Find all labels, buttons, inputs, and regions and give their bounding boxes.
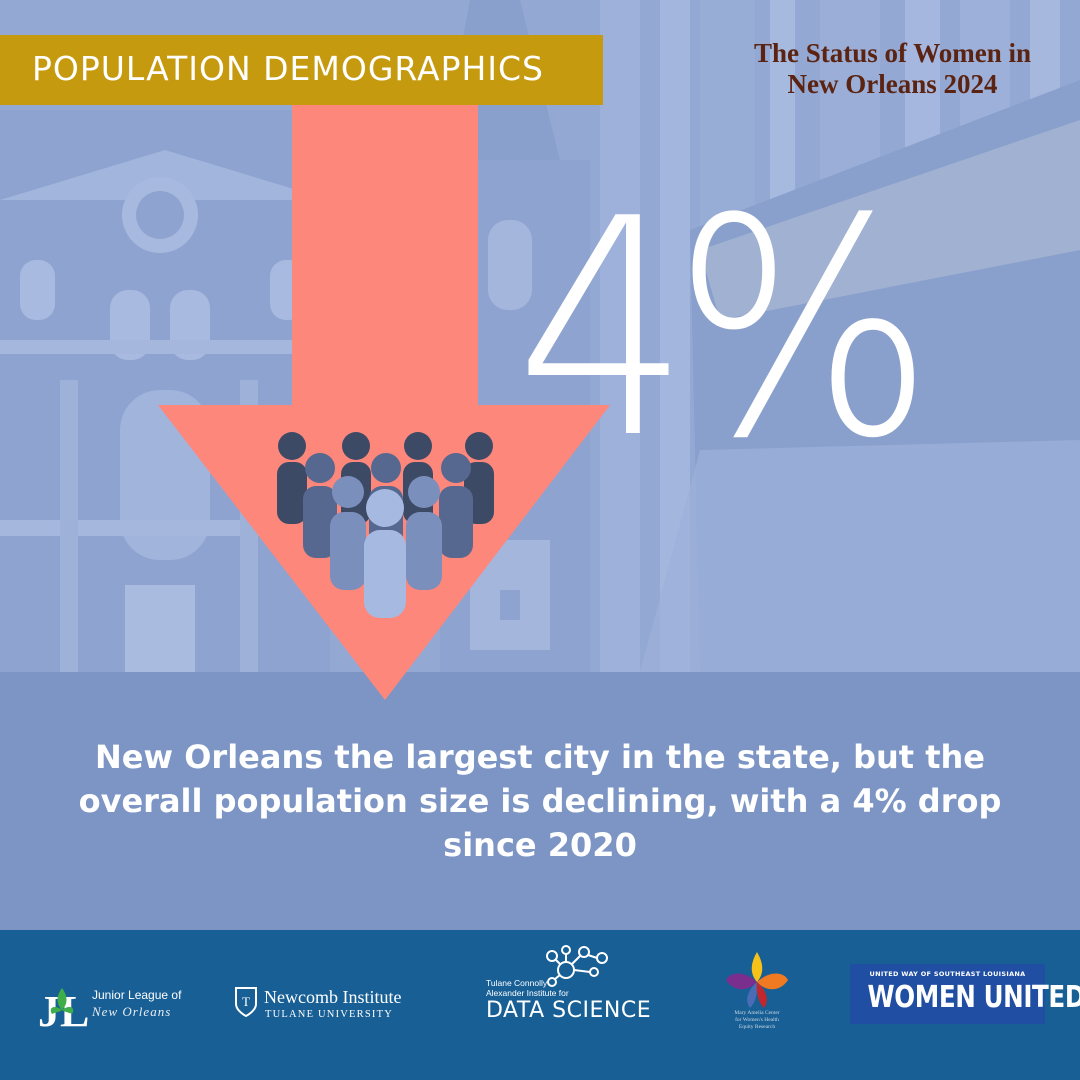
women-united-line2: WOMEN UNITED — [867, 980, 1080, 1015]
network-nodes-icon — [546, 945, 608, 987]
mary-amelia-line1: Mary Amelia Center — [734, 1010, 780, 1016]
women-united-logo: UNITED WAY OF SOUTHEAST LOUISIANA WOMEN … — [850, 964, 1080, 1024]
women-united-line1: UNITED WAY OF SOUTHEAST LOUISIANA — [869, 970, 1026, 978]
caption-text: New Orleans the largest city in the stat… — [78, 738, 1002, 864]
down-arrow-icon — [158, 105, 610, 700]
mary-amelia-line2: for Women's Health — [735, 1017, 779, 1023]
background-cityscape — [0, 0, 1080, 672]
footer-logo-bar: JL Junior League of New Orleans T Newcom… — [0, 930, 1080, 1080]
report-title: The Status of Women in New Orleans 2024 — [753, 38, 1032, 99]
big-stat-value: 4% — [515, 155, 934, 504]
data-science-line3: DATA SCIENCE — [486, 998, 652, 1023]
tulane-shield-icon: T — [235, 987, 257, 1018]
svg-text:T: T — [242, 994, 250, 1009]
data-science-line2: Alexander Institute for — [486, 988, 569, 998]
newcomb-line2: TULANE UNIVERSITY — [265, 1009, 394, 1020]
mary-amelia-center-logo: Mary Amelia Center for Women's Health Eq… — [712, 950, 802, 1060]
data-science-line1: Tulane Connolly — [486, 978, 548, 988]
section-label: POPULATION DEMOGRAPHICS — [32, 49, 545, 88]
lotus-flame-icon — [726, 952, 788, 1008]
junior-league-line1: Junior League of — [92, 988, 182, 1002]
mary-amelia-line3: Equity Research — [738, 1024, 776, 1030]
mary-amelia-text: Mary Amelia Center for Women's Health Eq… — [712, 1010, 802, 1031]
fleur-de-lis-icon: JL — [38, 987, 88, 1034]
newcomb-institute-logo: T Newcomb Institute TULANE UNIVERSITY — [234, 986, 424, 1026]
data-science-logo: Tulane Connolly Alexander Institute for … — [486, 944, 656, 1044]
newcomb-line1: Newcomb Institute — [264, 987, 402, 1007]
junior-league-line2: New Orleans — [92, 1004, 172, 1019]
people-group-icon — [277, 432, 494, 618]
junior-league-logo: JL Junior League of New Orleans — [36, 980, 196, 1040]
section-banner: POPULATION DEMOGRAPHICS — [0, 35, 603, 105]
